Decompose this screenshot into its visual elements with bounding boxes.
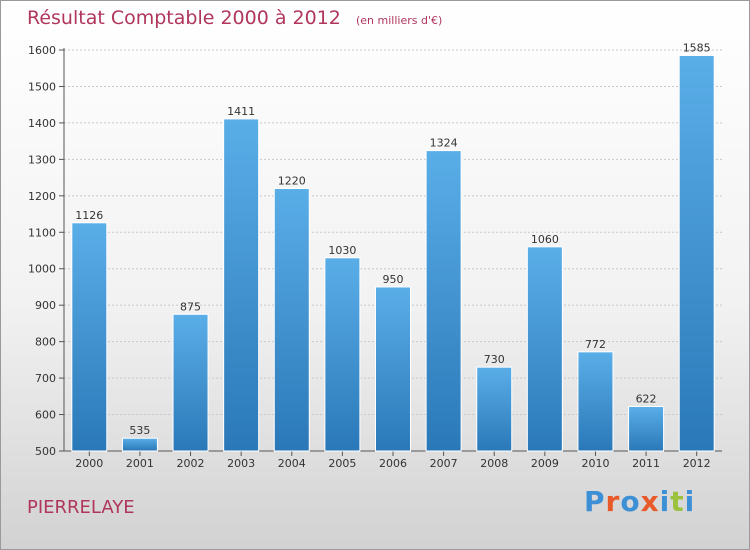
logo-letter: i <box>659 485 671 518</box>
y-tick-label: 900 <box>35 299 56 312</box>
bar <box>577 351 614 452</box>
proxiti-logo: Proxiti <box>584 485 695 518</box>
bar <box>526 246 563 452</box>
bar <box>324 257 361 452</box>
bars <box>71 54 715 452</box>
bar <box>121 437 158 452</box>
y-tick-label: 700 <box>35 372 56 385</box>
bar-value-label: 622 <box>636 393 657 406</box>
bar-value-label: 1585 <box>683 41 711 54</box>
y-tick-label: 1200 <box>28 190 56 203</box>
axes: 500 600 700 800 900 1000 1100 1200 1300 1400 1500 1… <box>28 44 722 470</box>
logo-letter: x <box>640 485 660 518</box>
y-tick-label: 1400 <box>28 117 56 130</box>
bar-value-label: 772 <box>585 338 606 351</box>
bar <box>678 54 715 452</box>
logo-letter: i <box>684 485 696 518</box>
bar-value-label: 730 <box>484 353 505 366</box>
bar-value-label: 1030 <box>328 244 356 257</box>
y-tick-label: 1000 <box>28 263 56 276</box>
x-tick-label: 2012 <box>683 457 711 470</box>
x-tick-label: 2011 <box>632 457 660 470</box>
x-tick-label: 2005 <box>328 457 356 470</box>
bar <box>273 188 310 452</box>
y-tick-label: 1300 <box>28 153 56 166</box>
logo-letter: o <box>620 485 641 518</box>
x-tick-label: 2008 <box>480 457 508 470</box>
bar <box>375 286 411 452</box>
x-tick-label: 2007 <box>430 457 458 470</box>
y-tick-label: 600 <box>35 409 56 422</box>
bar <box>628 406 665 452</box>
x-tick-label: 2004 <box>278 457 306 470</box>
x-tick-label: 2009 <box>531 457 559 470</box>
bar-value-label: 535 <box>129 424 150 437</box>
bar-value-label: 1060 <box>531 233 559 246</box>
bar <box>71 222 108 452</box>
bar <box>172 313 209 452</box>
logo-letter: t <box>670 485 685 518</box>
x-tick-label: 2002 <box>177 457 205 470</box>
y-tick-label: 1100 <box>28 226 56 239</box>
logo-letter: P <box>584 485 606 518</box>
x-tick-label: 2000 <box>75 457 103 470</box>
bar <box>476 366 513 452</box>
bar <box>223 118 260 452</box>
x-tick-label: 2001 <box>126 457 154 470</box>
y-tick-label: 500 <box>35 445 56 458</box>
labels: 1126 535 875 1411 1220 1030 950 1324 730 1060 772 6… <box>75 41 710 437</box>
bar-value-label: 875 <box>180 300 201 313</box>
bar-value-label: 950 <box>383 273 404 286</box>
x-tick-label: 2010 <box>581 457 609 470</box>
logo-letter: r <box>605 485 621 518</box>
y-tick-label: 1500 <box>28 80 56 93</box>
chart-subtitle: (en milliers d'€) <box>355 14 443 27</box>
bar-value-label: 1126 <box>75 209 103 222</box>
x-tick-label: 2003 <box>227 457 255 470</box>
y-tick-label: 1600 <box>28 44 56 57</box>
bar-value-label: 1324 <box>430 137 458 150</box>
title-line: Résultat Comptable 2000 à 2012 (en milli… <box>27 7 442 29</box>
bar-value-label: 1220 <box>278 175 306 188</box>
bar-value-label: 1411 <box>227 105 255 118</box>
chart-title: Résultat Comptable 2000 à 2012 <box>27 7 341 29</box>
y-tick-label: 800 <box>35 336 56 349</box>
location-label: PIERRELAYE <box>27 497 135 518</box>
bar <box>425 150 462 452</box>
x-tick-label: 2006 <box>379 457 407 470</box>
